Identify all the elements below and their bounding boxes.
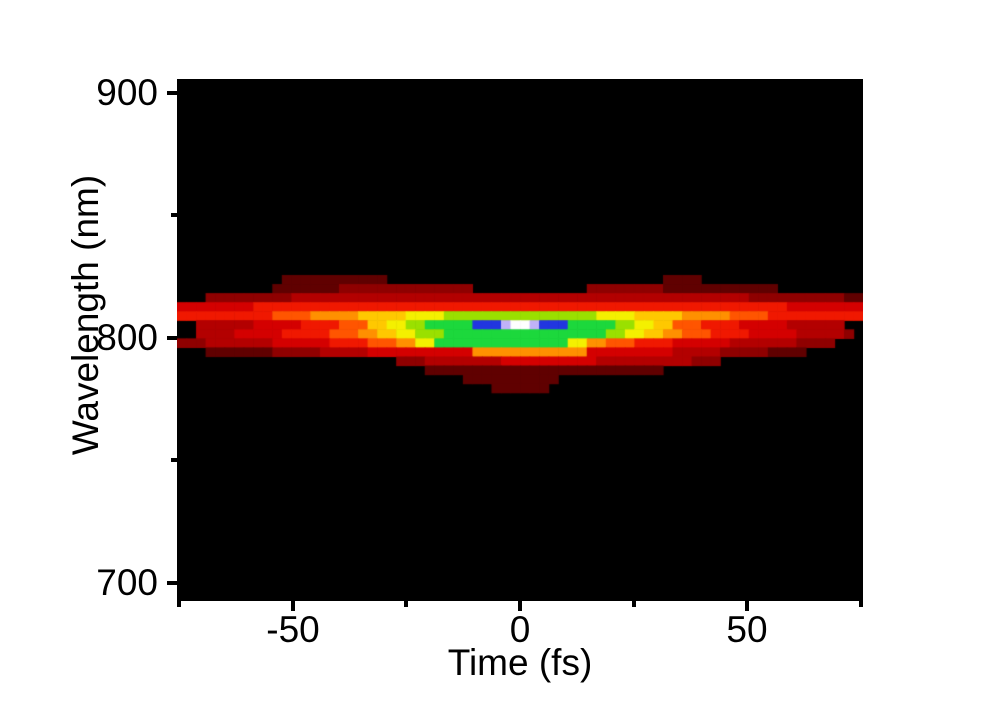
y-major-tick <box>167 90 177 95</box>
x-major-tick <box>745 601 749 611</box>
x-minor-tick <box>404 601 409 607</box>
x-tick-label-minus50: -50 <box>266 609 320 650</box>
y-minor-tick <box>171 213 177 218</box>
x-tick-label-0: 0 <box>509 609 531 650</box>
y-tick-label-800: 800 <box>96 317 158 358</box>
x-major-tick <box>290 601 295 611</box>
y-major-tick <box>167 580 177 585</box>
x-major-tick <box>518 601 522 611</box>
x-minor-tick <box>858 601 863 607</box>
y-axis-title: Wavelength (nm) <box>65 174 106 456</box>
y-tick-label-700: 700 <box>96 562 158 603</box>
y-minor-tick <box>171 458 177 463</box>
x-minor-tick <box>631 601 636 607</box>
y-major-tick <box>167 335 177 340</box>
heatmap-canvas <box>177 79 863 601</box>
x-tick-label-50: 50 <box>726 609 768 650</box>
y-tick-label-900: 900 <box>96 72 158 113</box>
x-axis-title: Time (fs) <box>447 642 593 683</box>
x-minor-tick <box>177 601 182 607</box>
plot-area <box>177 79 863 601</box>
